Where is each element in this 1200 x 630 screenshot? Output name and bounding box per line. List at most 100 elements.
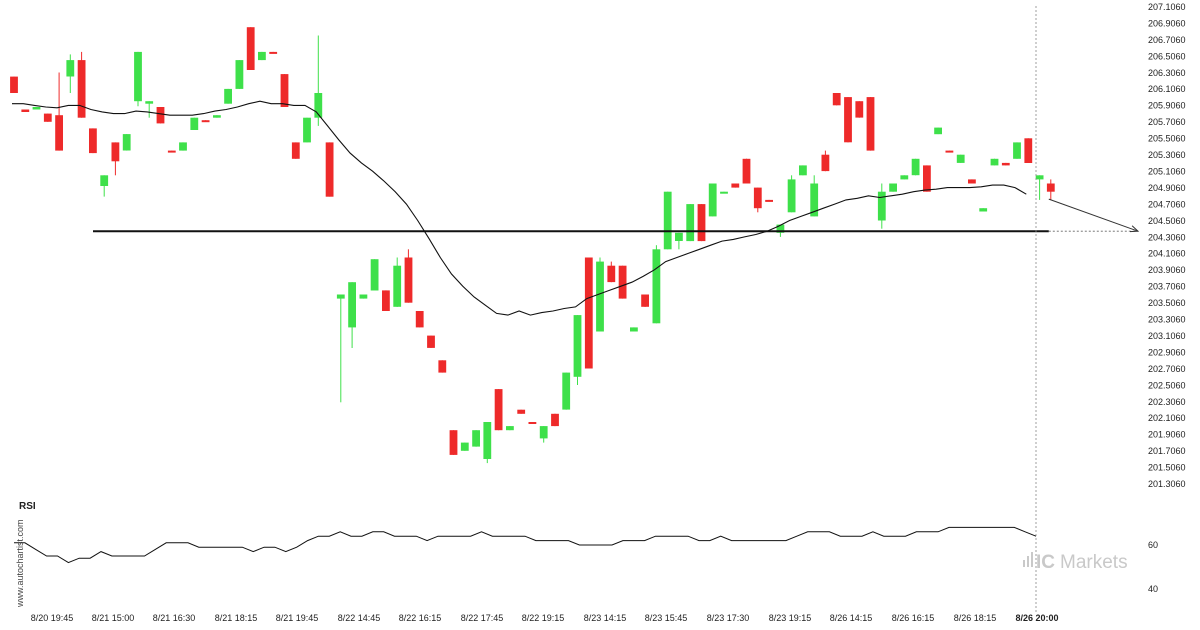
candle-up: [190, 117, 199, 130]
candle-body: [945, 150, 954, 153]
moving-average-line: [12, 100, 1027, 316]
candle-up: [877, 183, 886, 229]
candle-up: [720, 191, 728, 194]
x-tick-label: 8/21 18:15: [215, 613, 258, 623]
brand-ic-text: IC: [1036, 552, 1055, 573]
candle-body: [303, 117, 311, 143]
price-axis: 207.1060 206.9060 206.7060 206.5060 206.3060…: [1148, 2, 1186, 489]
candle-body: [708, 183, 717, 217]
y-tick-label: 201.7060: [1148, 446, 1186, 456]
candle-body: [1001, 162, 1010, 166]
candle-up: [663, 191, 672, 250]
candle-body: [663, 191, 672, 250]
candle-down: [89, 128, 97, 154]
candle-down: [866, 97, 875, 151]
candle-down: [968, 179, 976, 184]
y-tick-label: 205.1060: [1148, 167, 1186, 177]
brand-bar-1: [1023, 560, 1025, 567]
candle-body: [145, 101, 154, 104]
y-tick-label: 205.7060: [1148, 117, 1186, 127]
candle-up: [539, 426, 548, 443]
candle-down: [280, 74, 289, 107]
candle-up: [145, 101, 154, 118]
candle-body: [844, 97, 852, 143]
watermark-text: www.autochartist.com: [15, 519, 25, 608]
candle-body: [404, 257, 413, 303]
candle-body: [291, 142, 300, 159]
y-tick-label: 206.1060: [1148, 84, 1186, 94]
candle-up: [348, 282, 356, 348]
y-tick-label: 206.5060: [1148, 51, 1186, 61]
candle-down: [77, 51, 86, 118]
x-tick-label: 8/22 19:15: [522, 613, 565, 623]
candle-body: [382, 290, 390, 311]
candle-down: [201, 120, 210, 123]
candle-body: [1024, 138, 1033, 163]
candle-body: [100, 175, 109, 186]
moving-average-layer: [12, 100, 1027, 316]
candle-body: [877, 191, 886, 221]
candle-body: [652, 249, 661, 324]
candle-up: [506, 426, 514, 431]
overlay-layer: [93, 6, 1140, 612]
y-tick-label: 201.5060: [1148, 463, 1186, 473]
candle-down: [844, 97, 852, 143]
candle-body: [258, 51, 266, 61]
candle-body: [393, 265, 402, 307]
candle-body: [821, 154, 830, 172]
x-tick-label: 8/20 19:45: [31, 613, 74, 623]
candle-body: [427, 335, 435, 348]
x-tick-label: 8/23 15:45: [645, 613, 688, 623]
y-tick-label: 206.7060: [1148, 35, 1186, 45]
candle-body: [799, 165, 807, 176]
candle-body: [156, 107, 165, 124]
candle-body: [573, 315, 582, 377]
y-tick-label: 205.3060: [1148, 150, 1186, 160]
y-tick-label: 201.9060: [1148, 430, 1186, 440]
candle-body: [1013, 142, 1021, 159]
candle-down: [55, 72, 63, 151]
candle-up: [179, 142, 187, 151]
y-tick-label: 202.9060: [1148, 347, 1186, 357]
candle-up: [460, 442, 469, 451]
x-tick-label: 8/26 18:15: [954, 613, 997, 623]
y-tick-label: 203.7060: [1148, 282, 1186, 292]
candle-body: [765, 199, 773, 202]
y-tick-label: 203.1060: [1148, 331, 1186, 341]
candle-body: [787, 179, 796, 213]
candle-up: [314, 35, 323, 126]
candle-body: [528, 422, 537, 424]
candle-down: [10, 76, 18, 93]
candle-down: [731, 183, 740, 188]
candle-body: [55, 115, 63, 151]
x-tick-label: 8/26 20:00: [1015, 613, 1058, 623]
x-tick-label: 8/21 15:00: [92, 613, 135, 623]
candle-down: [1024, 138, 1033, 163]
candle-body: [111, 142, 120, 162]
candle-body: [10, 76, 18, 93]
candle-down: [449, 430, 458, 455]
candle-body: [235, 60, 244, 89]
candle-body: [1046, 183, 1055, 192]
rsi-title: RSI: [19, 501, 36, 512]
candle-body: [190, 117, 199, 130]
candle-up: [675, 232, 683, 250]
candle-body: [370, 259, 379, 291]
y-tick-label: 206.9060: [1148, 18, 1186, 28]
candle-down: [641, 294, 649, 307]
candle-body: [641, 294, 649, 307]
y-tick-label: 205.5060: [1148, 134, 1186, 144]
y-tick-label: 204.9060: [1148, 183, 1186, 193]
x-tick-label: 8/23 17:30: [707, 613, 750, 623]
y-tick-label: 204.5060: [1148, 216, 1186, 226]
y-tick-label: 203.9060: [1148, 265, 1186, 275]
candle-down: [607, 261, 616, 283]
candle-up: [66, 54, 75, 93]
rsi-tick-label: 40: [1148, 584, 1158, 594]
candle-down: [325, 142, 334, 197]
time-axis: 8/20 19:45 8/21 15:00 8/21 16:30 8/21 18:15…: [31, 613, 1059, 623]
y-tick-label: 207.1060: [1148, 2, 1186, 12]
candle-body: [314, 93, 323, 118]
candle-body: [336, 294, 345, 299]
candle-up: [799, 165, 807, 176]
